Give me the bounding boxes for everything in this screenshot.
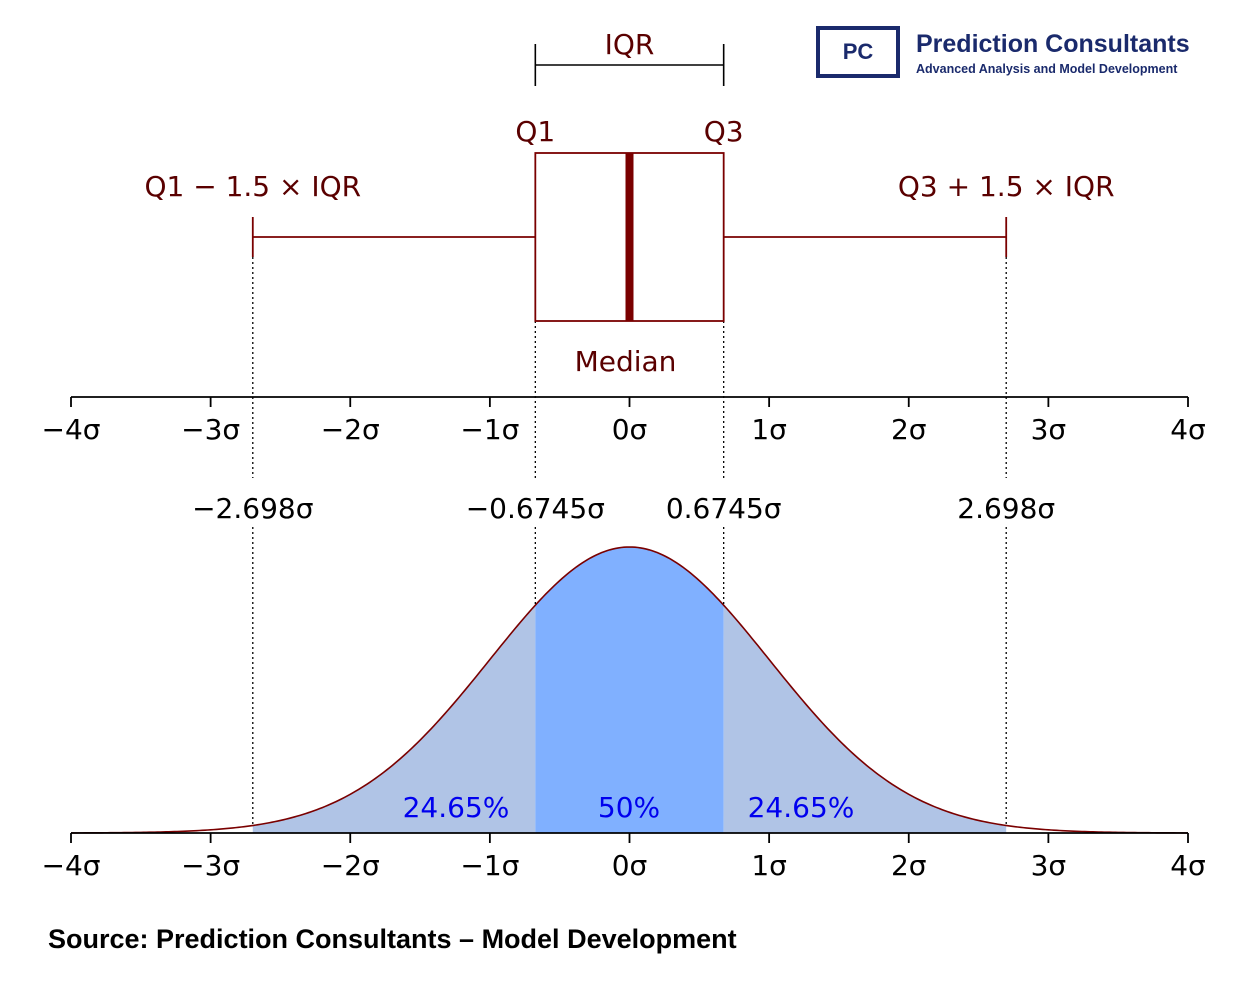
- dotted-guides: [252, 237, 1007, 826]
- boxplot: [251, 44, 1008, 322]
- density-curve: [71, 546, 1188, 834]
- axis-tick-label: 1σ: [751, 413, 787, 446]
- q1-label: Q1: [515, 115, 555, 148]
- axis-tick-label: 2σ: [891, 413, 927, 446]
- iqr-label: IQR: [605, 28, 655, 61]
- iqr-region: [535, 547, 724, 833]
- region-percent-label: 24.65%: [403, 791, 510, 824]
- marker-label: −2.698σ: [192, 492, 313, 525]
- region-percent-label: 50%: [598, 791, 660, 824]
- median-label: Median: [575, 345, 677, 378]
- q3-label: Q3: [704, 115, 744, 148]
- axis-tick-label: −1σ: [460, 413, 519, 446]
- axis-tick-label: 3σ: [1031, 413, 1067, 446]
- marker-label: 2.698σ: [957, 492, 1055, 525]
- axis-tick-label: 1σ: [751, 849, 787, 882]
- region-percent-label: 24.65%: [748, 791, 855, 824]
- tail-region: [723, 605, 1007, 833]
- axis-tick-label: −4σ: [41, 849, 100, 882]
- axes: −4σ −3σ −2σ −1σ 0σ 1σ 2σ 3σ 4σ −4σ −3σ −2σ −1σ 0σ 1σ 2σ…: [41, 396, 1206, 882]
- labels: IQR Q1 Q3 Q1 − 1.5 × IQR Q3 + 1.5 × IQR Media…: [144, 28, 1114, 824]
- axis-tick-label: 0σ: [612, 849, 648, 882]
- density-regions: [252, 547, 1007, 833]
- axis-tick-label: 4σ: [1170, 849, 1206, 882]
- marker-label: 0.6745σ: [666, 492, 782, 525]
- marker-label: −0.6745σ: [466, 492, 605, 525]
- logo-name: Prediction Consultants: [916, 30, 1190, 58]
- upper-fence-label: Q3 + 1.5 × IQR: [898, 170, 1115, 203]
- axis-tick-label: −1σ: [460, 849, 519, 882]
- source-caption: Source: Prediction Consultants – Model D…: [48, 924, 737, 954]
- density-curve-group: [71, 546, 1188, 834]
- tail-region: [252, 605, 536, 833]
- axis-tick-label: 3σ: [1031, 849, 1067, 882]
- axis-tick-label: −2σ: [321, 849, 380, 882]
- axis-tick-label: 2σ: [891, 849, 927, 882]
- axis-tick-label: −3σ: [181, 849, 240, 882]
- logo-mark: PC: [816, 26, 900, 78]
- axis-tick-label: −2σ: [321, 413, 380, 446]
- axis-tick-label: −4σ: [41, 413, 100, 446]
- axis-tick-label: −3σ: [181, 413, 240, 446]
- axis-tick-label: 0σ: [612, 413, 648, 446]
- lower-fence-label: Q1 − 1.5 × IQR: [144, 170, 361, 203]
- logo-tagline: Advanced Analysis and Model Development: [916, 62, 1178, 76]
- axis-tick-label: 4σ: [1170, 413, 1206, 446]
